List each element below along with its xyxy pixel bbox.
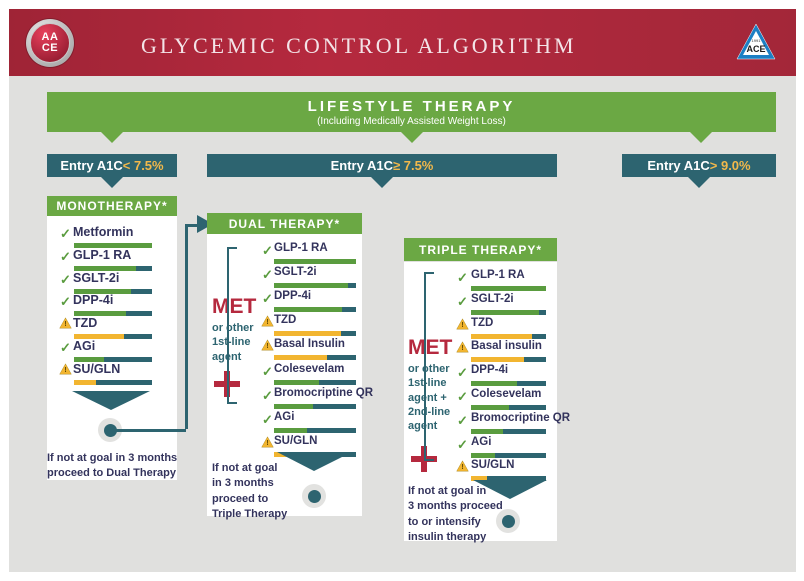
svg-text:1991: 1991 bbox=[752, 38, 762, 43]
svg-text:ACE: ACE bbox=[746, 44, 765, 54]
svg-text:!: ! bbox=[461, 321, 463, 329]
svg-text:!: ! bbox=[461, 464, 463, 472]
svg-text:!: ! bbox=[266, 439, 268, 447]
svg-text:!: ! bbox=[64, 320, 66, 328]
svg-text:!: ! bbox=[64, 366, 66, 374]
